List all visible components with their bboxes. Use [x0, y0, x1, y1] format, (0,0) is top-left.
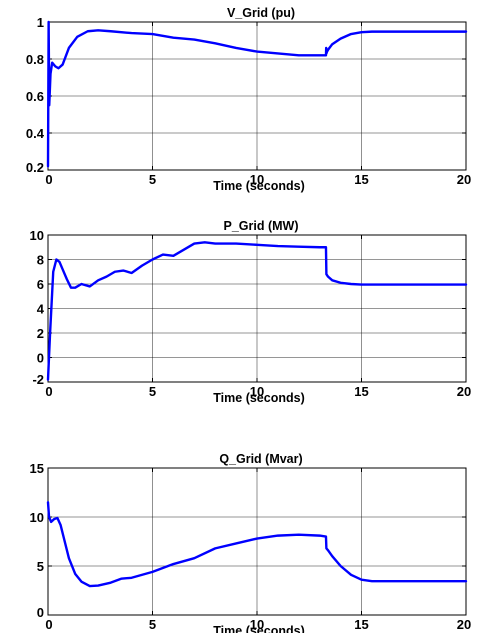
v-grid-x-tick-label: 15	[354, 172, 368, 187]
v-grid-y-tick-label: 0.8	[26, 52, 44, 67]
v-grid-x-axis-label: Time (seconds)	[213, 179, 304, 193]
q-grid-x-tick-label: 20	[457, 617, 471, 632]
q-grid-chart-title: Q_Grid (Mvar)	[219, 452, 302, 466]
q-grid-x-tick-label: 10	[250, 617, 264, 632]
p-grid-series-line	[46, 241, 468, 381]
v-grid-x-tick-label: 0	[45, 172, 52, 187]
p-grid-y-tick-label: 8	[37, 253, 44, 268]
p-grid-y-tick-label: -2	[32, 372, 44, 387]
v-grid-y-tick-label: 0.4	[26, 126, 45, 141]
p-grid-y-tick-label: 10	[30, 228, 44, 243]
q-grid-y-tick-label: 0	[37, 605, 44, 620]
v-grid-x-tick-label: 5	[149, 172, 156, 187]
p-grid-y-tick-label: 2	[37, 326, 44, 341]
p-grid-y-tick-label: 4	[37, 302, 45, 317]
p-grid-x-tick-label: 15	[354, 384, 368, 399]
q-grid-x-tick-label: 0	[45, 617, 52, 632]
chart-v-grid: V_Grid (pu) 0 5 10 15 20 0.2 0.4 0.6 0.8 1 Time (se…	[26, 6, 471, 193]
p-grid-x-tick-label: 10	[250, 384, 264, 399]
v-grid-y-tick-label: 1	[37, 15, 44, 30]
v-grid-chart-title: V_Grid (pu)	[227, 6, 295, 20]
v-grid-x-tick-label: 20	[457, 172, 471, 187]
v-grid-y-tick-label: 0.6	[26, 89, 44, 104]
q-grid-series-line	[46, 501, 468, 588]
p-grid-y-tick-label: 6	[37, 277, 44, 292]
p-grid-x-axis-label: Time (seconds)	[213, 391, 304, 405]
p-grid-y-tick-label: 0	[37, 351, 44, 366]
q-grid-y-tick-label: 10	[30, 510, 44, 525]
q-grid-x-tick-label: 15	[354, 617, 368, 632]
v-grid-y-tick-label: 0.2	[26, 160, 44, 175]
p-grid-x-tick-label: 0	[45, 384, 52, 399]
p-grid-x-tick-label: 20	[457, 384, 471, 399]
v-grid-x-tick-label: 10	[250, 172, 264, 187]
p-grid-chart-title: P_Grid (MW)	[224, 219, 299, 233]
v-grid-series-line	[46, 20, 468, 168]
q-grid-y-tick-label: 5	[37, 559, 44, 574]
q-grid-y-tick-label: 15	[30, 461, 44, 476]
q-grid-x-axis-label: Time (seconds)	[213, 624, 304, 633]
p-grid-x-tick-label: 5	[149, 384, 156, 399]
q-grid-x-tick-label: 5	[149, 617, 156, 632]
chart-q-grid: Q_Grid (Mvar) 0 5 10 15 20 0 5 10 15 Time (seconds…	[30, 452, 472, 633]
